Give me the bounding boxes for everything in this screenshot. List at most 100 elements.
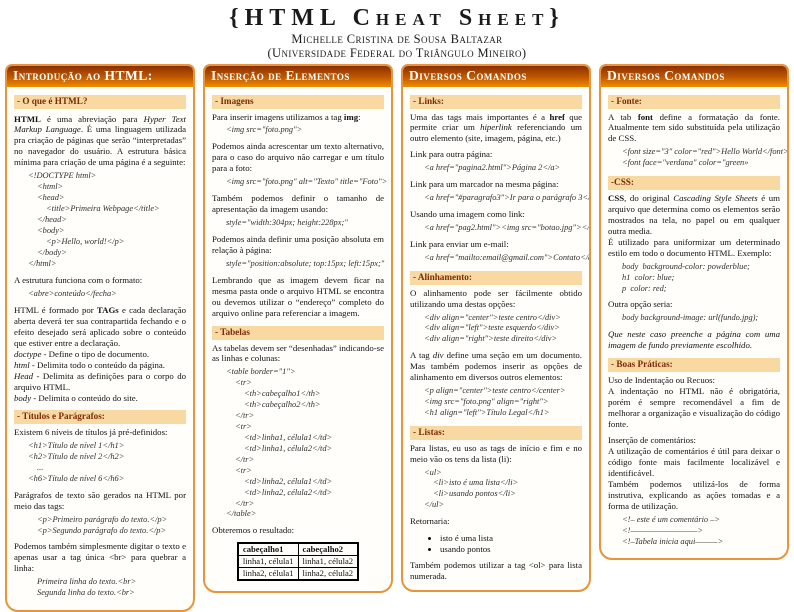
subsection-header: - Tabelas (212, 326, 384, 340)
paragraph: Retornaria: (410, 516, 450, 527)
section-header: Inserção de Elementos (205, 66, 391, 87)
code-line: h1 color: blue; (622, 272, 675, 282)
code-line: Primeira linha do texto.<br> (37, 577, 137, 587)
paragraph: Existem 6 níveis de títulos já pré-defin… (14, 426, 168, 437)
code-line: <td>linha2, célula2</td> (244, 487, 333, 497)
code-line: <!—————————> (622, 525, 704, 535)
table-cell: linha2, célula2 (297, 566, 359, 581)
paragraph: Lembrando que as imagem devem ficar na m… (212, 275, 384, 319)
affiliation-line: (Universidade Federal do Triângulo Minei… (267, 46, 527, 60)
masthead: {HTML Cheat Sheet} Michelle Cristina de … (0, 0, 794, 60)
code-line: body background-image: url(fundo.jpg); (622, 313, 759, 323)
paragraph: Também podemos definir o tamanho de apre… (212, 193, 384, 215)
bullet-list: isto é uma listausando pontos (440, 533, 582, 555)
paragraph: doctype - Define o tipo de documento. (14, 348, 150, 359)
author-line: Michelle Cristina de Sousa Baltazar (291, 32, 503, 46)
paragraph: A utilização de comentários é útil para … (608, 445, 780, 478)
result-table: cabeçalho1 cabeçalho2 linha1, célula1 linha… (236, 542, 360, 581)
section-body: - Imagens Para inserir imagens utilizamos… (205, 87, 391, 591)
paragraph: HTML é formado por TAGs e cada declaraçã… (14, 304, 186, 348)
paragraph: Também podemos utilizá-los de forma inst… (608, 478, 780, 511)
code-block: body background-color: powderblue; h1 col… (622, 262, 780, 295)
code-line: <div align="center">teste centro</div> (424, 312, 561, 322)
code-line: <a href="mailto:email@gmail.com">Contato… (424, 253, 591, 263)
code-line: <abre>conteúdo</fecha> (28, 288, 117, 298)
paragraph: A tag div define uma seção em um documen… (410, 350, 582, 383)
code-line: <tr> (235, 465, 252, 475)
code-block: style="width:304px; height:228px;" (226, 218, 384, 229)
code-line: </ul> (424, 500, 445, 510)
code-line: <html> (37, 182, 64, 192)
paragraph: Uma das tags mais importantes é a href q… (410, 111, 582, 144)
code-line: </tr> (235, 498, 255, 508)
subsection-header: - O que é HTML? (14, 95, 186, 109)
code-line: <title>Primeira Webpage</title> (46, 204, 160, 214)
paragraph: Link para outra página: (410, 149, 493, 160)
code-line: <li>isto é uma lista</li> (433, 478, 519, 488)
code-block: <p align="center">teste centro</center> <… (424, 386, 582, 419)
code-line: </tr> (235, 454, 255, 464)
subsection-header: - Links: (410, 95, 582, 109)
subsection-header: - Listas: (410, 426, 582, 440)
code-block: <img src="foto.png"> (226, 125, 384, 136)
section-header: Introdução ao HTML: (7, 66, 193, 87)
bullet-item: usando pontos (440, 544, 582, 555)
paragraph: As tabelas devem ser “desenhadas” indica… (212, 342, 384, 364)
paragraph: Uso de Indentação ou Recuos: (608, 374, 715, 385)
code-line: <p>Primeiro parágrafo do texto.</p> (37, 514, 168, 524)
code-block: <div align="center">teste centro</div> <d… (424, 313, 582, 346)
code-line: <th>cabeçalho2</th> (244, 400, 321, 410)
table-row: linha2, célula1 linha2, célula2 (237, 566, 359, 581)
code-line: p color: red; (622, 283, 667, 293)
table-body: linha1, célula1 linha1, célula2 linha2, cé… (237, 555, 359, 581)
code-line: <tr> (235, 378, 252, 388)
bullet-item: isto é uma lista (440, 533, 582, 544)
paragraph: Obteremos o resultado: (212, 525, 295, 536)
code-line: </head> (37, 215, 67, 225)
paragraph: Head - Delimita as definições para o cor… (14, 370, 186, 392)
paragraph: Podemos também simplesmente digitar o te… (14, 541, 186, 574)
code-line: <img src="foto.png" alt="Texto" title="F… (226, 177, 388, 187)
code-block: <font size="3" color="red">Hello World</… (622, 147, 787, 169)
code-line: <td>linha1, célula2</td> (244, 443, 333, 453)
paragraph: Para listas, eu uso as tags de início e … (410, 442, 582, 464)
paragraph: A tab font define a formatação da fonte.… (608, 111, 780, 144)
code-line: <div align="left">teste esquerdo</div> (424, 323, 560, 333)
section-body: - Links: Uma das tags mais importantes é … (403, 87, 589, 590)
code-line: <p>Hello, world!</p> (46, 236, 125, 246)
page-title: {HTML Cheat Sheet} (229, 5, 565, 31)
code-block: <p>Primeiro parágrafo do texto.</p> <p>Se… (28, 515, 186, 537)
code-line: <head> (37, 193, 65, 203)
table-row: linha1, célula1 linha1, célula2 (237, 555, 359, 568)
code-line: <ul> (424, 467, 442, 477)
code-line: style="position:absolute; top:15px; left… (226, 259, 385, 269)
code-block: <!– este é um comentário –> <!—————————> <… (622, 515, 780, 548)
code-line: <h1 align="left">Título Legal</h1> (424, 408, 550, 418)
code-line: </tr> (235, 411, 255, 421)
paragraph: Link para enviar um e-mail: (410, 239, 509, 250)
code-line: <h2>Título de nível 2</h2> (28, 451, 125, 461)
paragraph: CSS, do original Cascading Style Sheets … (608, 192, 780, 236)
subsection-header: -CSS: (608, 176, 780, 190)
paragraph: Usando uma imagem como link: (410, 209, 525, 220)
section-header: Diversos Comandos (601, 66, 787, 87)
code-line: style="width:304px; height:228px;" (226, 218, 348, 228)
paragraph: Também podemos utilizar a tag <ol> para … (410, 560, 582, 582)
table-row: cabeçalho1 cabeçalho2 (237, 542, 359, 557)
paragraph: O alinhamento pode ser fácilmente obtido… (410, 287, 582, 309)
code-line: <!– este é um comentário –> (622, 514, 721, 524)
table-cell: linha2, célula1 (237, 566, 299, 581)
code-line: <h6>Título de nível 6</h6> (28, 473, 125, 483)
table-header-cell: cabeçalho1 (237, 542, 299, 557)
code-block: Primeira linha do texto.<br> Segunda linh… (28, 577, 186, 599)
paragraph: Link para um marcador na mesma página: (410, 179, 559, 190)
column-box: Inserção de Elementos - Imagens Para inser… (203, 64, 393, 593)
code-block: <table border="1"> <tr> <th>cabeçalho1</th… (226, 367, 384, 520)
code-line: <td>linha2, célula1</td> (244, 476, 333, 486)
column-box: Introdução ao HTML: - O que é HTML? HTML é… (5, 64, 195, 612)
paragraph: Inserção de comentários: (608, 434, 696, 445)
paragraph: A indentação no HTML não é obrigatória, … (608, 385, 780, 429)
paragraph: É utilizado para uniformizar um determin… (608, 236, 780, 258)
cheatsheet-columns: Introdução ao HTML: - O que é HTML? HTML é… (5, 64, 789, 612)
table-cell: linha1, célula1 (237, 555, 299, 568)
